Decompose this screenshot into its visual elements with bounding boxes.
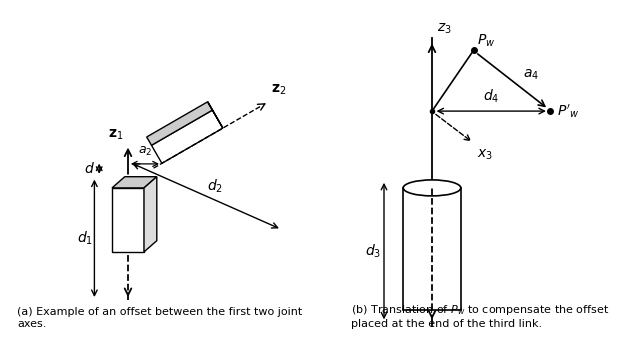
Polygon shape [403, 188, 461, 310]
Text: $d$: $d$ [84, 161, 95, 176]
Text: $\mathbf{z}_2$: $\mathbf{z}_2$ [271, 82, 287, 97]
Text: $a_4$: $a_4$ [524, 67, 540, 82]
Polygon shape [147, 102, 212, 145]
Polygon shape [144, 177, 157, 252]
Ellipse shape [403, 180, 461, 196]
Text: $P_w$: $P_w$ [477, 32, 495, 49]
Text: $d_1$: $d_1$ [77, 230, 93, 247]
Text: (a) Example of an offset between the first two joint
axes.: (a) Example of an offset between the fir… [17, 307, 303, 329]
Text: $d_4$: $d_4$ [483, 87, 499, 105]
Text: $d_2$: $d_2$ [207, 178, 223, 195]
Ellipse shape [403, 302, 461, 318]
Text: $d_3$: $d_3$ [365, 242, 381, 260]
Polygon shape [112, 188, 144, 252]
Text: $P'_w$: $P'_w$ [557, 102, 579, 120]
Polygon shape [152, 110, 223, 163]
Text: $x_3$: $x_3$ [477, 148, 493, 162]
Text: (b) Translation of $P_w$ to compensate the offset
placed at the end of the third: (b) Translation of $P_w$ to compensate t… [351, 303, 609, 329]
Polygon shape [207, 102, 223, 128]
Text: $a_2$: $a_2$ [138, 144, 152, 158]
Text: $\mathbf{z}_1$: $\mathbf{z}_1$ [108, 127, 123, 142]
Polygon shape [112, 177, 157, 188]
Text: $z_3$: $z_3$ [437, 21, 451, 36]
